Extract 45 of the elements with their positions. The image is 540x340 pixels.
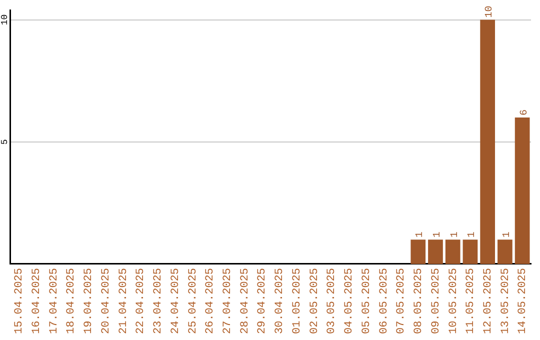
x-tick-label: 14.05.2025 — [517, 268, 530, 334]
x-tick-label: 08.05.2025 — [413, 268, 426, 334]
bar — [428, 240, 443, 264]
x-tick-label: 28.04.2025 — [239, 268, 252, 334]
data-label: 1 — [502, 232, 513, 238]
bar — [498, 240, 512, 264]
x-tick-label: 15.04.2025 — [14, 268, 26, 334]
x-tick-label: 27.04.2025 — [222, 268, 234, 334]
bar — [462, 240, 478, 264]
data-label: 1 — [415, 232, 426, 238]
x-tick-label: 17.04.2025 — [48, 268, 60, 334]
x-tick-label: 19.04.2025 — [83, 268, 96, 334]
x-tick-label: 29.04.2025 — [256, 268, 269, 334]
x-tick-label: 11.05.2025 — [465, 268, 478, 334]
x-tick-label: 05.05.2025 — [360, 268, 373, 334]
x-tick-label: 04.05.2025 — [344, 268, 356, 334]
bar — [514, 117, 530, 264]
x-tick-label: 13.05.2025 — [500, 268, 512, 334]
data-label: 1 — [450, 232, 461, 238]
x-tick-label: 07.05.2025 — [396, 268, 408, 334]
x-tick-label: 09.05.2025 — [430, 268, 442, 334]
x-tick-label: 22.04.2025 — [135, 268, 148, 334]
x-tick-label: 06.05.2025 — [378, 268, 390, 334]
x-tick-label: 24.04.2025 — [170, 268, 182, 334]
x-tick-label: 26.04.2025 — [204, 268, 217, 334]
x-tick-label: 02.05.2025 — [308, 268, 321, 334]
y-tick-label: 5 — [0, 139, 10, 145]
bar — [410, 240, 426, 264]
x-tick-label: 21.04.2025 — [118, 268, 130, 334]
x-tick-label: 23.04.2025 — [152, 268, 165, 334]
x-tick-label: 10.05.2025 — [448, 268, 460, 334]
x-tick-label: 03.05.2025 — [326, 268, 338, 334]
x-tick-label: 20.04.2025 — [100, 268, 112, 334]
x-tick-label: 01.05.2025 — [291, 268, 304, 334]
data-label: 10 — [484, 6, 496, 18]
x-tick-label: 30.04.2025 — [274, 268, 286, 334]
x-tick-label: 16.04.2025 — [30, 268, 43, 334]
bar — [480, 20, 496, 264]
x-tick-label: 12.05.2025 — [482, 268, 494, 334]
data-label: 1 — [432, 232, 444, 238]
data-label: 1 — [467, 232, 478, 238]
data-label: 6 — [519, 109, 530, 116]
x-tick-label: 25.04.2025 — [187, 268, 200, 334]
bar — [445, 240, 460, 264]
x-tick-label: 18.04.2025 — [66, 268, 78, 334]
